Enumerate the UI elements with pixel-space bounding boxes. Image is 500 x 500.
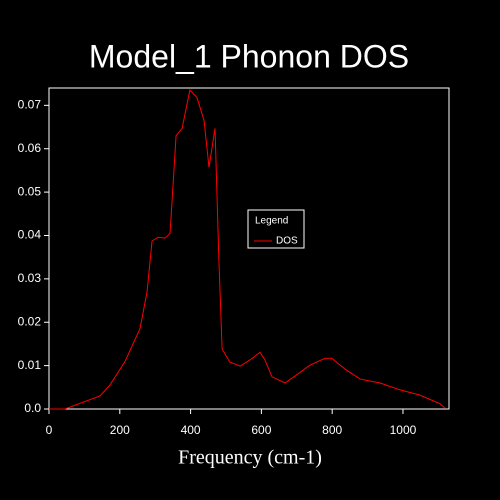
x-tick-label: 200 [110, 423, 130, 437]
x-axis-label: Frequency (cm-1) [178, 447, 322, 469]
data-line [49, 89, 446, 410]
x-tick-label: 0 [46, 423, 53, 437]
plot-frame [48, 87, 450, 410]
legend-title: Legend [255, 216, 288, 227]
y-tick-label: 0.04 [18, 228, 42, 242]
x-tick-label: 600 [251, 423, 271, 437]
y-tick-label: 0.03 [18, 271, 42, 285]
y-tick-label: 0.02 [18, 314, 42, 328]
y-tick-label: 0.0 [24, 401, 41, 415]
y-tick-label: 0.06 [18, 141, 42, 155]
legend-box [247, 209, 305, 249]
x-tick-label: 1000 [390, 423, 417, 437]
y-tick-label: 0.05 [18, 184, 42, 198]
x-tick-label: 800 [322, 423, 342, 437]
chart-title: Model_1 Phonon DOS [89, 38, 409, 74]
y-tick-label: 0.07 [18, 98, 42, 112]
legend-label: DOS [276, 236, 298, 247]
x-tick-label: 400 [181, 423, 201, 437]
y-tick-label: 0.01 [18, 358, 42, 372]
